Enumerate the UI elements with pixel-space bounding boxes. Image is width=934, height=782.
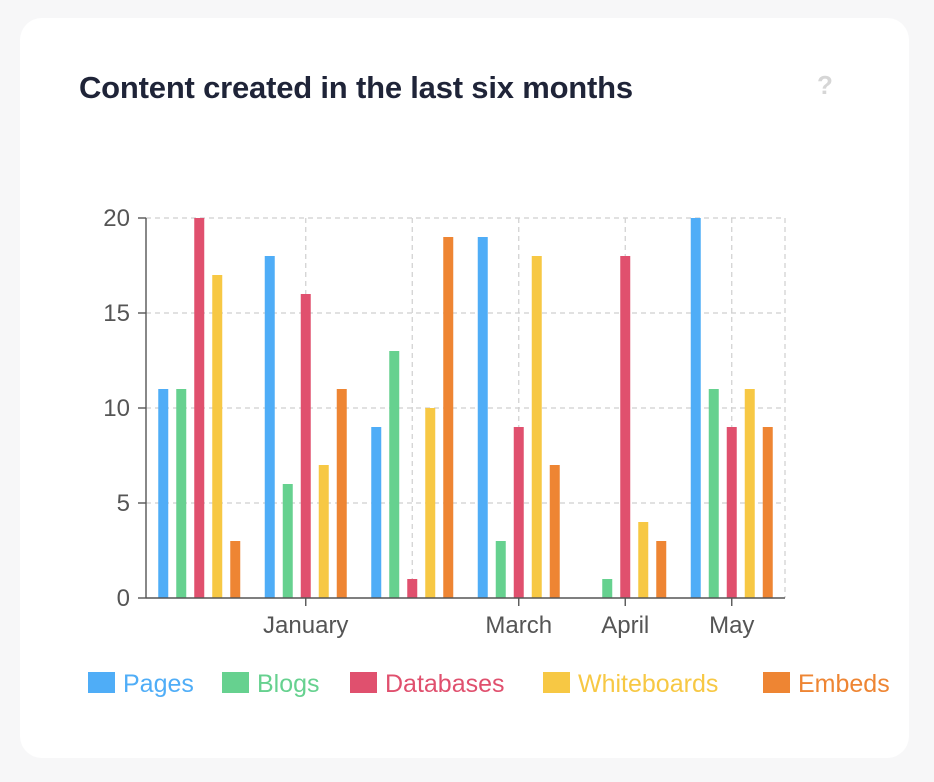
- bar-databases-1: [300, 294, 311, 598]
- bar-whiteboards-0: [212, 275, 223, 598]
- bar-pages-2: [371, 427, 382, 598]
- x-tick-label: May: [709, 612, 754, 639]
- bar-blogs-5: [708, 389, 719, 598]
- y-tick-label: 15: [103, 300, 130, 327]
- bar-embeds-1: [336, 389, 347, 598]
- help-icon[interactable]: ?: [817, 70, 833, 100]
- bar-blogs-0: [176, 389, 187, 598]
- legend-swatch: [543, 672, 570, 693]
- legend-swatch: [222, 672, 249, 693]
- bar-databases-5: [726, 427, 737, 598]
- bar-pages-1: [264, 256, 275, 598]
- legend-swatch: [763, 672, 790, 693]
- bar-whiteboards-1: [318, 465, 329, 598]
- bar-blogs-2: [389, 351, 400, 598]
- legend-label: Databases: [385, 670, 505, 698]
- legend-label: Whiteboards: [578, 670, 718, 698]
- bar-whiteboards-2: [425, 408, 436, 598]
- chart-card: Content created in the last six months ?: [20, 18, 909, 758]
- bar-blogs-1: [282, 484, 293, 598]
- x-tick-label: April: [601, 612, 649, 639]
- bar-whiteboards-5: [744, 389, 755, 598]
- bar-embeds-3: [549, 465, 560, 598]
- bar-pages-5: [690, 218, 701, 598]
- bar-pages-3: [477, 237, 488, 598]
- x-tick-label: January: [263, 612, 348, 639]
- bar-pages-0: [158, 389, 169, 598]
- chart-title: Content created in the last six months: [79, 70, 633, 105]
- bar-databases-2: [407, 579, 418, 598]
- y-tick-label: 20: [103, 205, 130, 232]
- bar-embeds-5: [762, 427, 773, 598]
- bar-databases-4: [620, 256, 631, 598]
- bar-embeds-0: [230, 541, 241, 598]
- bar-whiteboards-4: [638, 522, 649, 598]
- bar-databases-3: [513, 427, 524, 598]
- bar-databases-0: [194, 218, 205, 598]
- y-tick-label: 0: [117, 585, 130, 612]
- legend-label: Pages: [123, 670, 194, 698]
- y-tick-label: 5: [117, 490, 130, 517]
- y-tick-label: 10: [103, 395, 130, 422]
- bar-blogs-4: [602, 579, 613, 598]
- bar-embeds-2: [443, 237, 454, 598]
- legend-label: Blogs: [257, 670, 320, 698]
- legend-swatch: [350, 672, 377, 693]
- bar-whiteboards-3: [531, 256, 542, 598]
- legend-swatch: [88, 672, 115, 693]
- bar-blogs-3: [495, 541, 506, 598]
- legend-label: Embeds: [798, 670, 890, 698]
- x-tick-label: March: [485, 612, 552, 639]
- bar-embeds-4: [656, 541, 667, 598]
